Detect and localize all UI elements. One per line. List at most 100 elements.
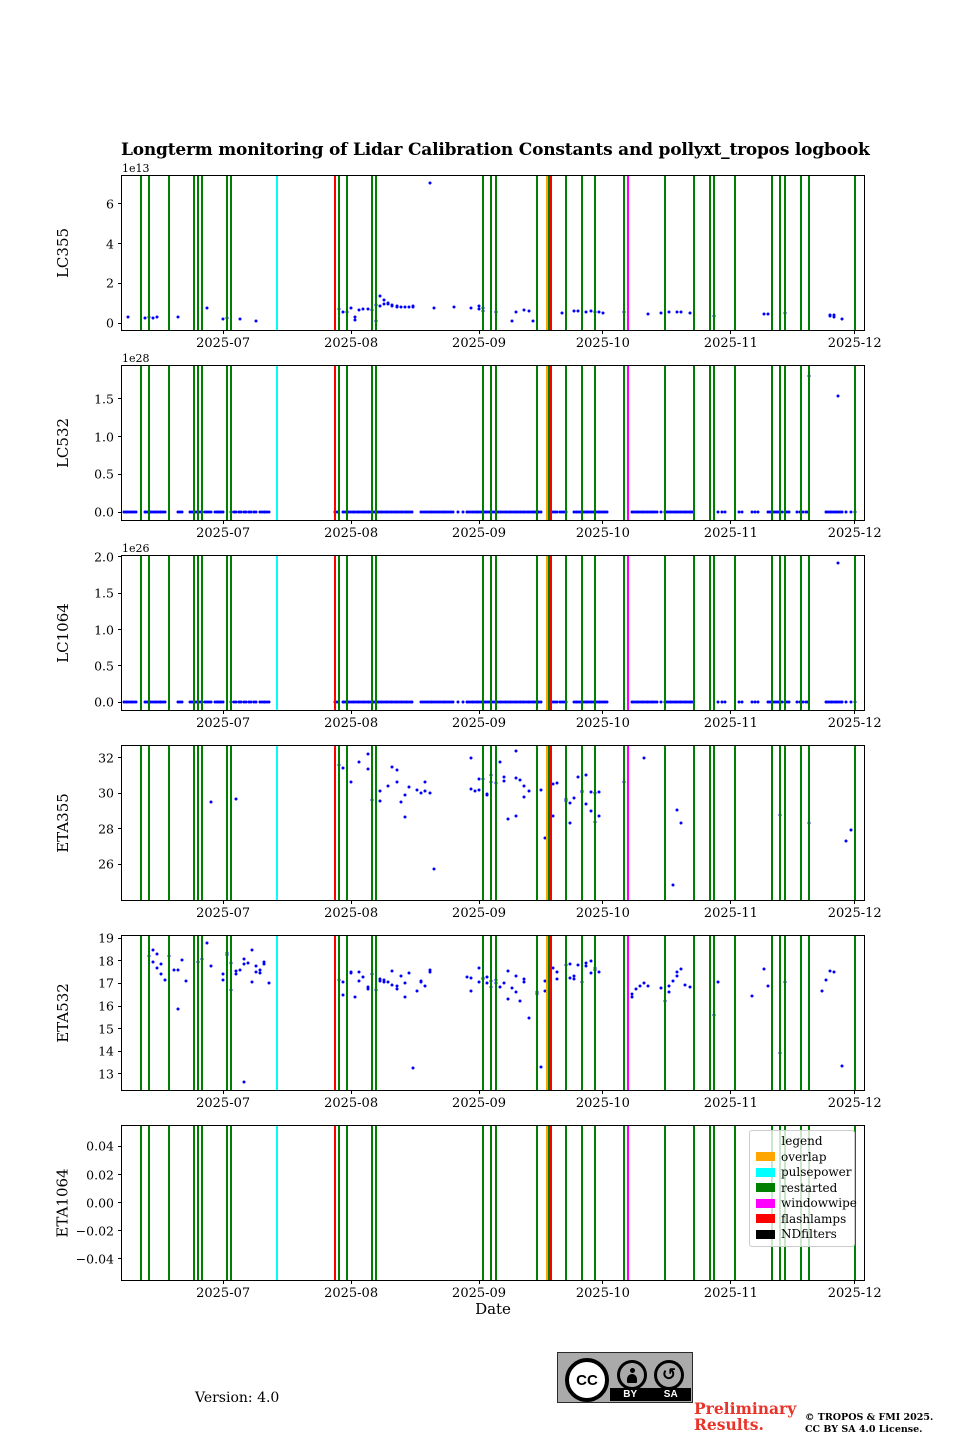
data-point	[366, 752, 370, 756]
data-point	[178, 700, 182, 704]
data-point	[258, 700, 262, 704]
data-point	[537, 700, 541, 704]
data-point	[568, 962, 572, 966]
data-point	[237, 700, 241, 704]
data-point	[151, 960, 155, 964]
data-point	[216, 510, 220, 514]
data-point	[675, 970, 679, 974]
data-point	[442, 510, 446, 514]
data-point	[403, 305, 407, 309]
x-tick	[350, 520, 352, 524]
event-line-restarted	[853, 176, 856, 330]
data-point	[359, 700, 363, 704]
event-line-restarted	[197, 556, 200, 710]
x-tick-label: 2025-07	[196, 526, 251, 541]
data-point	[125, 510, 129, 514]
data-point	[659, 986, 663, 990]
data-point	[568, 801, 572, 805]
x-tick-label: 2025-07	[196, 1096, 251, 1111]
data-point	[640, 700, 644, 704]
data-point	[558, 510, 562, 514]
data-point	[249, 700, 253, 704]
data-point	[154, 510, 158, 514]
data-point	[646, 312, 650, 316]
x-tick	[730, 330, 732, 334]
data-point	[122, 510, 126, 514]
event-line-restarted	[370, 366, 373, 520]
data-point	[341, 510, 345, 514]
x-tick	[478, 1280, 480, 1284]
data-point	[597, 814, 601, 818]
event-line-restarted	[692, 936, 695, 1090]
data-point	[477, 966, 481, 970]
data-point	[469, 756, 473, 760]
version-text: Version: 4.0	[195, 1390, 280, 1406]
data-point	[194, 510, 198, 514]
event-line-restarted	[800, 556, 803, 710]
data-point	[804, 510, 808, 514]
data-point	[376, 510, 380, 514]
data-point	[378, 304, 382, 308]
event-line-restarted	[734, 936, 736, 1090]
data-point	[218, 510, 222, 514]
data-point	[445, 700, 449, 704]
data-point	[480, 700, 484, 704]
event-line-restarted	[230, 556, 233, 710]
x-tick-label: 2025-12	[827, 526, 882, 541]
data-point	[503, 700, 507, 704]
data-point	[650, 700, 654, 704]
event-line-restarted	[139, 1126, 142, 1280]
data-point	[447, 510, 451, 514]
data-point	[389, 510, 393, 514]
event-line-restarted	[783, 176, 786, 330]
y-tick-label: 16	[98, 998, 114, 1014]
data-point	[180, 510, 184, 514]
event-line-restarted	[548, 176, 551, 330]
event-line-restarted	[622, 936, 625, 1090]
data-point	[511, 510, 515, 514]
data-point	[470, 700, 474, 704]
y-axis-label: ETA1064	[54, 1168, 73, 1238]
event-line-restarted	[201, 1126, 204, 1280]
data-point	[568, 976, 572, 980]
event-line-restarted	[147, 936, 150, 1090]
event-line-restarted	[345, 936, 348, 1090]
event-line-restarted	[548, 556, 551, 710]
data-point	[372, 700, 376, 704]
data-point	[357, 308, 361, 312]
data-point	[766, 984, 770, 988]
x-tick-label: 2025-12	[827, 336, 882, 351]
event-line-restarted	[345, 556, 348, 710]
data-point	[221, 317, 225, 321]
event-line-restarted	[593, 746, 596, 900]
event-line-restarted	[370, 556, 373, 710]
data-point	[265, 510, 269, 514]
y-tick-label: 1.5	[94, 391, 114, 407]
data-point	[602, 510, 606, 514]
legend-label: windowwipe	[781, 1196, 857, 1211]
data-point	[156, 700, 160, 704]
data-point	[840, 317, 844, 321]
event-line-restarted	[201, 366, 204, 520]
data-point	[124, 700, 128, 704]
data-point	[504, 700, 508, 704]
data-point	[832, 970, 836, 974]
event-line-restarted	[713, 366, 716, 520]
event-line-restarted	[564, 176, 567, 330]
data-point	[386, 302, 390, 306]
data-point	[376, 700, 380, 704]
data-point	[125, 700, 129, 704]
data-point	[643, 700, 647, 704]
data-point	[577, 700, 581, 704]
y-tick	[118, 629, 122, 631]
data-point	[155, 952, 159, 956]
data-point	[159, 962, 163, 966]
legend-entry: NDfilters	[756, 1227, 848, 1243]
event-line-restarted	[808, 746, 811, 900]
legend-label: pulsepower	[781, 1165, 852, 1180]
data-point	[180, 700, 184, 704]
data-point	[250, 980, 254, 984]
data-point	[543, 989, 547, 993]
data-point	[485, 793, 489, 797]
data-point	[835, 700, 839, 704]
